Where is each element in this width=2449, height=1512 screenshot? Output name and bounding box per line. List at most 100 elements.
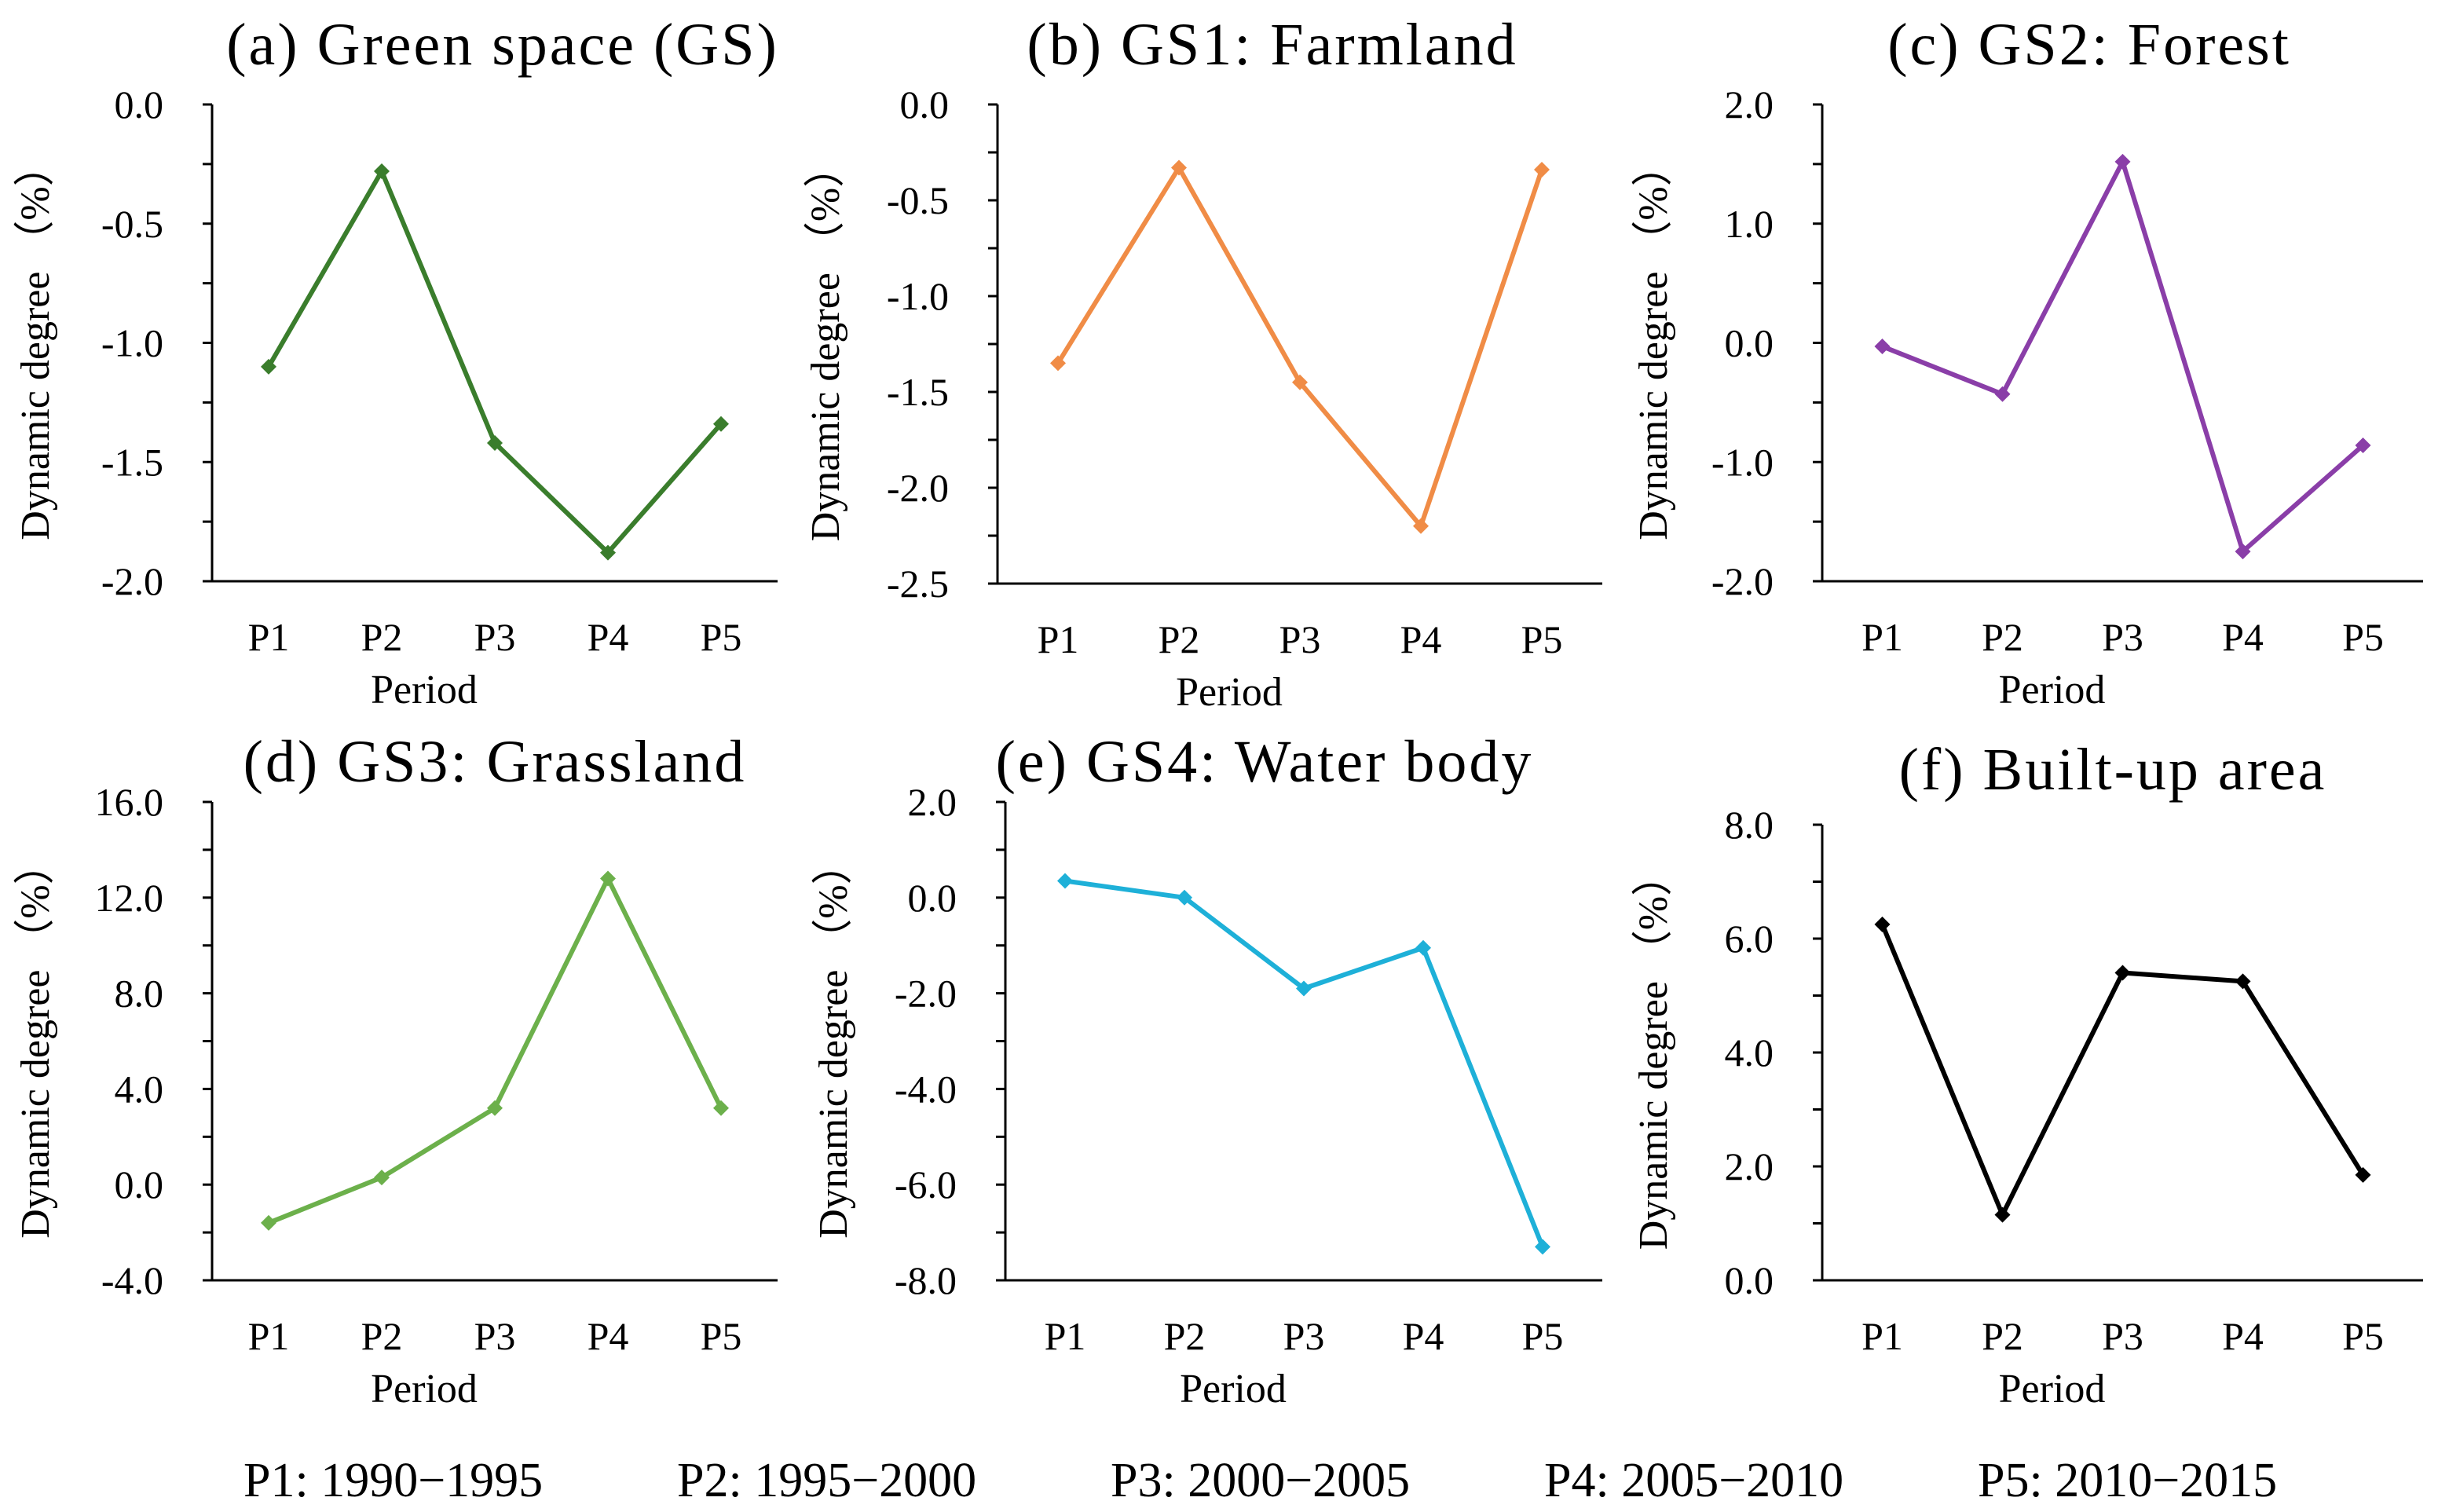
period-legend: P1: 1990−1995 P2: 1995−2000 P3: 2000−200… [243,1454,2277,1507]
x-tick-label: P2 [1159,617,1200,661]
data-point [374,1170,390,1186]
y-tick-label: -1.0 [101,321,163,365]
series-line [1056,165,1544,529]
data-point [2235,973,2251,990]
data-point [2355,1166,2371,1183]
y-tick-label: 16.0 [95,780,164,824]
y-tick-label: 0.0 [115,82,164,126]
x-tick-label: P2 [1982,1314,2023,1358]
y-tick-label: -0.5 [887,178,949,222]
data-point [2114,965,2131,981]
y-tick-label: 0.0 [115,1162,164,1206]
y-axis-label: Dynamic degree （%） [13,145,58,540]
x-tick-label: P1 [1861,615,1903,659]
x-tick-label: P2 [1982,615,2023,659]
y-tick-label: -6.0 [895,1162,957,1206]
x-tick-label: P2 [361,1314,403,1358]
x-tick-label: P4 [1403,1314,1444,1358]
y-tick-label: 2.0 [1725,82,1774,126]
y-tick-label: 12.0 [95,876,164,920]
data-point [1292,374,1308,390]
y-axis-label: Dynamic degree （%） [13,844,58,1238]
data-point [487,1100,503,1116]
y-axis-label: Dynamic degree （%） [1631,145,1676,540]
series-line [267,876,723,1225]
y-tick-label: -4.0 [895,1067,957,1111]
data-point [600,870,616,887]
x-tick-label: P5 [1521,617,1563,661]
data-point [2235,544,2251,560]
data-point [1874,339,1891,355]
chart-title: (f) Built-up area [1899,737,2327,803]
x-tick-label: P2 [361,615,403,659]
x-tick-label: P4 [2222,1314,2264,1358]
y-tick-label: 0.0 [1725,321,1774,365]
data-point [1050,355,1066,372]
data-point [2114,153,2131,170]
data-point [1874,916,1891,932]
series-line [1064,878,1545,1248]
chart-panel-4: (d) GS3: Grassland 16.0 12.0 8.0 4.0 0.0 -4.0 P… [13,729,778,1411]
y-tick-label: 4.0 [115,1067,164,1111]
chart-panel-3: (c) GS2: Forest 2.0 1.0 0.0 -1.0 -2.0 P1 P2 P3 P4… [1631,12,2423,712]
x-tick-label: P3 [2102,615,2143,659]
y-tick-label: 1.0 [1725,202,1774,246]
data-point [1296,980,1312,997]
y-axis-label: Dynamic degree （%） [804,147,848,541]
x-tick-label: P4 [588,1314,629,1358]
data-point [1994,386,2011,402]
x-tick-label: P5 [2342,1314,2384,1358]
data-point [1415,939,1431,956]
x-tick-label: P3 [1283,1314,1325,1358]
y-tick-label: 0.0 [1725,1258,1774,1302]
chart-panel-1: (a) Green space (GS) 0.0 -0.5 -1.0 -1.5 -2.0 P… [13,12,778,712]
x-axis-label: Period [1180,1367,1287,1411]
data-point [1171,159,1187,176]
y-tick-label: -4.0 [101,1258,163,1302]
y-tick-label: 2.0 [1725,1144,1774,1188]
x-tick-label: P1 [1038,617,1079,661]
x-axis-label: Period [371,668,478,712]
y-tick-label: -1.0 [1711,440,1774,484]
data-point [600,544,616,561]
period-legend-p2: P2: 1995−2000 [677,1454,976,1507]
data-point [374,163,390,179]
data-point [1534,161,1550,178]
y-tick-label: 2.0 [908,780,957,824]
x-tick-label: P5 [2342,615,2384,659]
data-point [487,434,503,451]
data-point [713,416,729,432]
x-tick-label: P3 [474,1314,516,1358]
data-point [1535,1239,1550,1255]
period-legend-p4: P4: 2005−2010 [1544,1454,1843,1507]
y-tick-label: -1.0 [887,274,949,318]
y-tick-label: 8.0 [115,972,164,1016]
chart-title: (c) GS2: Forest [1887,12,2291,78]
chart-title: (d) GS3: Grassland [243,729,747,795]
series-line [1881,159,2365,555]
y-tick-label: -2.0 [895,972,957,1016]
x-axis-label: Period [371,1367,478,1411]
chart-title: (b) GS1: Farmland [1027,12,1517,78]
x-tick-label: P2 [1164,1314,1206,1358]
x-tick-label: P5 [1522,1314,1564,1358]
x-tick-label: P5 [701,615,742,659]
period-legend-p5: P5: 2010−2015 [1978,1454,2277,1507]
x-tick-label: P3 [1279,617,1321,661]
period-legend-p1: P1: 1990−1995 [243,1454,543,1507]
x-tick-label: P3 [2102,1314,2143,1358]
x-tick-label: P5 [701,1314,742,1358]
y-tick-label: -2.0 [101,559,163,603]
data-point [1057,873,1073,889]
x-tick-label: P4 [1400,617,1442,661]
y-tick-label: -8.0 [895,1258,957,1302]
series-line [266,168,723,555]
data-point [1177,889,1192,906]
data-point [261,1214,276,1231]
data-point [2355,437,2371,454]
y-tick-label: -2.0 [1711,559,1774,603]
y-tick-label: 8.0 [1725,803,1774,847]
y-tick-label: -1.5 [887,370,949,414]
y-axis-label: Dynamic degree （%） [811,844,856,1238]
